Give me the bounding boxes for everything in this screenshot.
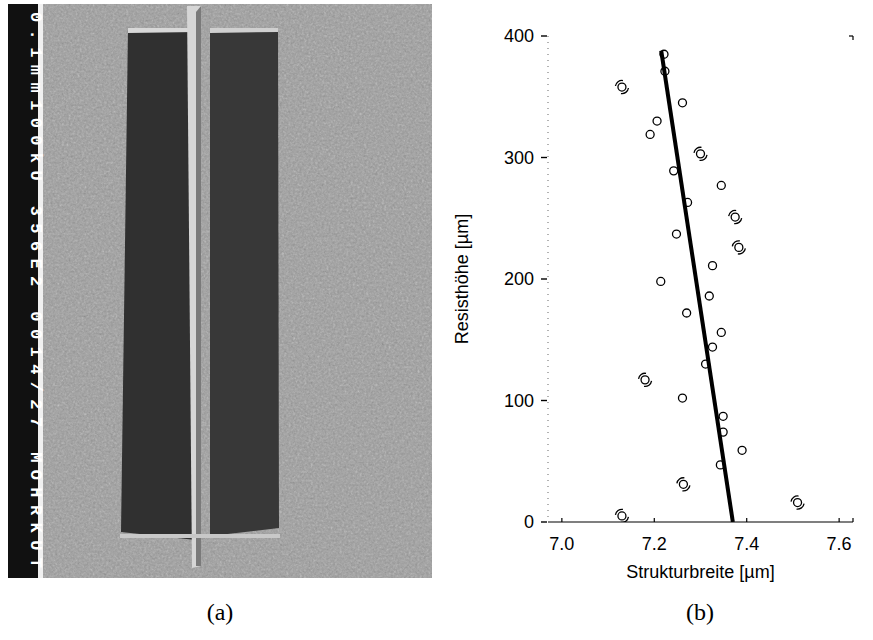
x-tick: [746, 518, 747, 522]
panel-label: (a): [207, 599, 234, 625]
x-tick-label: 7.2: [642, 534, 667, 554]
outlier-ring-inner: [697, 150, 705, 158]
y-tick: [541, 157, 547, 158]
outlier-ring-outer: [732, 241, 740, 247]
y-tick: [541, 35, 547, 36]
panel-a: 0.1mm100kU 356E2 0014/27 MOHRKUT: [8, 4, 432, 578]
y-tick: [541, 400, 547, 401]
resist-wall-left-top: [128, 28, 196, 33]
photo-texture: [8, 4, 432, 578]
outlier-ring-outer: [615, 80, 623, 86]
outlier-point: [677, 478, 690, 491]
outlier-ring-outer: [700, 155, 708, 161]
outlier-ring-outer: [797, 504, 805, 510]
outlier-ring-outer: [694, 147, 702, 153]
resist-wall-left: [121, 28, 196, 540]
outlier-point: [694, 147, 707, 160]
data-point: [670, 167, 678, 175]
y-axis-line: [548, 36, 549, 522]
panel-label: (b): [686, 599, 714, 625]
photo-ground: [8, 4, 432, 578]
x-tick: [561, 518, 562, 522]
data-point: [646, 130, 654, 138]
resist-fin: [187, 6, 201, 568]
x-tick-label: 7.6: [827, 534, 852, 554]
data-point: [719, 412, 727, 420]
outlier-ring-outer: [615, 509, 623, 515]
fit-line: [661, 51, 733, 522]
y-tick-label: 0: [524, 512, 534, 532]
y-tick: [541, 278, 547, 279]
outlier-ring-outer: [639, 373, 647, 379]
frame-corner: [852, 518, 853, 522]
wall-base: [120, 534, 280, 538]
x-tick: [839, 518, 840, 522]
frame-corner: [852, 36, 853, 40]
outlier-ring-outer: [644, 381, 652, 387]
outlier-ring-outer: [791, 496, 799, 502]
outlier-ring-inner: [641, 376, 649, 384]
y-tick-label: 200: [504, 269, 534, 289]
data-point: [683, 309, 691, 317]
data-point: [709, 343, 717, 351]
data-point: [653, 117, 661, 125]
data-point: [678, 394, 686, 402]
y-tick-label: 300: [504, 148, 534, 168]
outlier-ring-outer: [677, 478, 685, 484]
panel-b: 0 100 200 300 400 7.0 7.2 7.4 7.6 Strukturbreite …: [452, 26, 853, 582]
outlier-ring-inner: [618, 512, 626, 520]
data-point: [709, 262, 717, 270]
x-axis-title: Strukturbreite [µm]: [626, 562, 774, 582]
outlier-ring-outer: [738, 248, 746, 254]
data-point: [672, 230, 680, 238]
outlier-point: [615, 80, 628, 93]
outlier-point: [732, 241, 745, 254]
plot-marks: [615, 50, 804, 522]
outlier-point: [639, 373, 652, 386]
outlier-ring-inner: [731, 213, 739, 221]
outlier-ring-inner: [679, 480, 687, 488]
outlier-ring-outer: [682, 485, 690, 491]
figure: 0.1mm100kU 356E2 0014/27 MOHRKUT (a) (b) 0 1…: [0, 0, 873, 640]
data-point: [738, 446, 746, 454]
data-point: [678, 99, 686, 107]
data-point: [717, 328, 725, 336]
outlier-point: [615, 509, 628, 522]
x-tick: [654, 518, 655, 522]
outlier-ring-inner: [735, 243, 743, 251]
outlier-ring-inner: [618, 83, 626, 91]
outlier-point: [791, 496, 804, 509]
x-tick-label: 7.0: [549, 534, 574, 554]
resist-wall-right-top: [210, 28, 278, 33]
x-tick-label: 7.4: [734, 534, 759, 554]
data-point: [657, 277, 665, 285]
y-tick-label: 400: [504, 26, 534, 46]
outlier-ring-outer: [621, 88, 629, 94]
outlier-ring-inner: [794, 499, 802, 507]
caption-text: 0.1mm100kU 356E2 0014/27 MOHRKUT: [26, 12, 45, 568]
y-tick-label: 100: [504, 391, 534, 411]
outlier-ring-outer: [621, 517, 629, 522]
y-axis-title: Resisthöhe [µm]: [452, 214, 472, 344]
resist-wall-right: [210, 28, 279, 536]
outlier-point: [729, 210, 742, 223]
outlier-ring-outer: [729, 210, 737, 216]
data-point: [705, 292, 713, 300]
data-point: [717, 181, 725, 189]
outlier-ring-outer: [734, 218, 742, 224]
y-tick: [541, 521, 547, 522]
x-axis-line: [548, 521, 853, 522]
resist-fin-side: [196, 6, 201, 566]
